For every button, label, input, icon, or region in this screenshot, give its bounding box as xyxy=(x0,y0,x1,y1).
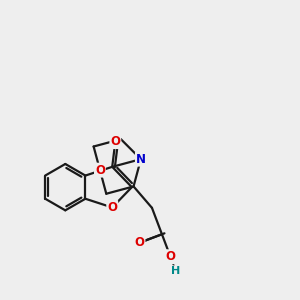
Text: O: O xyxy=(107,201,117,214)
Text: O: O xyxy=(134,236,145,249)
Text: N: N xyxy=(136,153,146,166)
Text: O: O xyxy=(165,250,176,263)
Text: O: O xyxy=(95,164,105,177)
Text: H: H xyxy=(171,266,181,276)
Text: O: O xyxy=(110,135,120,148)
